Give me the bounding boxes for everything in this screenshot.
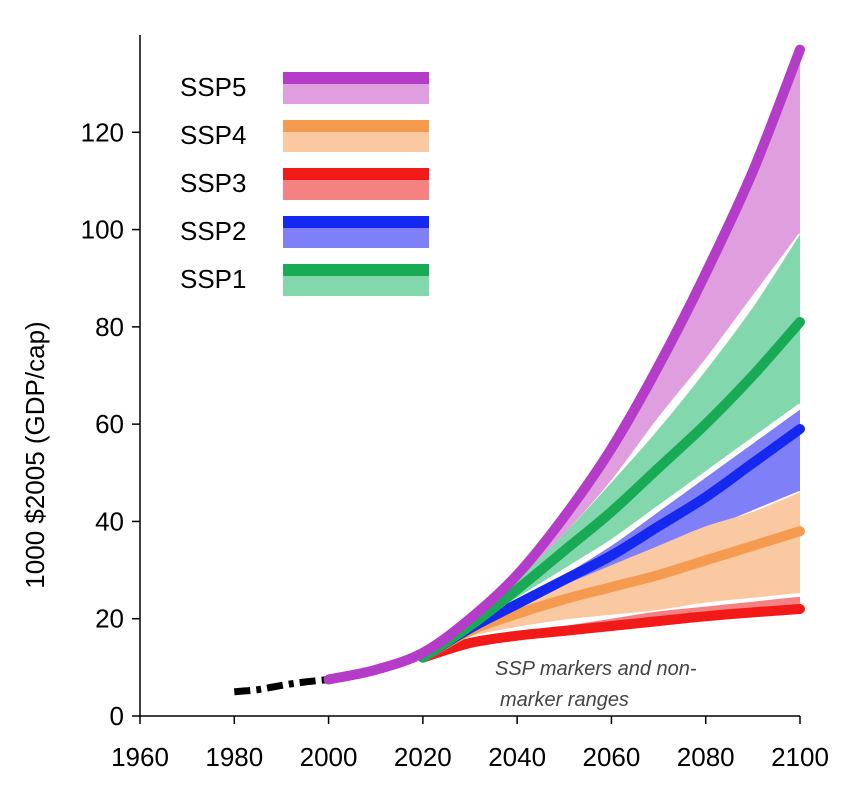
y-tick-label-60: 60 (95, 409, 124, 439)
y-tick-label-40: 40 (95, 506, 124, 536)
band-ssp1 (422, 234, 800, 658)
x-tick-label-2020: 2020 (394, 742, 452, 772)
annotation-line-1: SSP markers and non- (495, 658, 697, 680)
line-ssp1 (417, 317, 805, 663)
line-ssp5 (323, 44, 805, 685)
y-tick-label-20: 20 (95, 604, 124, 634)
legend-line-swatch (283, 120, 429, 132)
y-axis-title: 1000 $2005 (GDP/cap) (20, 321, 50, 588)
x-tick-label-2060: 2060 (583, 742, 641, 772)
y-tick-label-0: 0 (110, 701, 124, 731)
legend-line-swatch (283, 264, 429, 276)
x-tick-label-2000: 2000 (300, 742, 358, 772)
axes (139, 35, 800, 717)
legend: SSP5 SSP4 SSP3 SSP2 SSP1 (180, 72, 429, 296)
annotation-line-2: marker ranges (500, 689, 629, 711)
y-tick-label-100: 100 (81, 215, 124, 245)
x-tick-label-2080: 2080 (677, 742, 735, 772)
x-tick-label-2040: 2040 (488, 742, 546, 772)
legend-label: SSP4 (180, 120, 247, 150)
series-lines (234, 44, 805, 696)
historical-line (234, 676, 329, 696)
legend-item-ssp3: SSP3 (180, 168, 429, 200)
legend-line-swatch (283, 72, 429, 84)
x-tick-label-2100: 2100 (771, 742, 829, 772)
band-edge-ssp4 (422, 592, 801, 659)
line-ssp3 (417, 604, 805, 663)
legend-line-swatch (283, 216, 429, 228)
x-tick-label-1960: 1960 (111, 742, 169, 772)
x-tick-label-1980: 1980 (205, 742, 263, 772)
legend-label: SSP2 (180, 216, 247, 246)
legend-item-ssp2: SSP2 (180, 216, 429, 248)
legend-label: SSP3 (180, 168, 247, 198)
y-tick-label-80: 80 (95, 312, 124, 342)
y-ticks: 0 20 40 60 80 100 120 (81, 117, 140, 731)
x-ticks: 1960 1980 2000 2020 2040 2060 2080 2100 (111, 716, 829, 772)
legend-label: SSP1 (180, 264, 247, 294)
legend-item-ssp4: SSP4 (180, 120, 429, 152)
legend-line-swatch (283, 168, 429, 180)
legend-item-ssp1: SSP1 (180, 264, 429, 296)
legend-item-ssp5: SSP5 (180, 72, 429, 104)
y-tick-label-120: 120 (81, 117, 124, 147)
legend-label: SSP5 (180, 72, 247, 102)
